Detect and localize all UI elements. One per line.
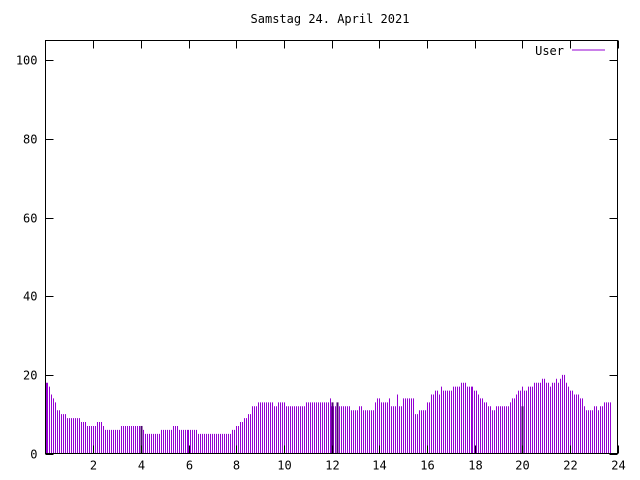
x-tick-label: 22	[563, 459, 577, 473]
y-tick-label: 80	[23, 133, 37, 147]
y-tick-label: 0	[30, 448, 37, 462]
y-tick-label: 20	[23, 369, 37, 383]
x-tick-label: 10	[277, 459, 291, 473]
x-tick-label: 24	[611, 459, 625, 473]
plot-frame	[45, 40, 618, 454]
y-axis: 0 20 40 60 80 100	[16, 54, 618, 462]
x-tick-label: 4	[138, 459, 145, 473]
x-tick-label: 8	[233, 459, 240, 473]
x-tick-label: 14	[372, 459, 386, 473]
y-tick-label: 40	[23, 290, 37, 304]
x-tick-label: 18	[468, 459, 482, 473]
legend: User	[535, 44, 605, 58]
legend-label-user: User	[535, 44, 564, 58]
x-tick-label: 20	[515, 459, 529, 473]
x-axis: 2 4 6 8 10 12 14 16 18 20 22 24	[90, 40, 626, 473]
y-tick-label: 100	[16, 54, 38, 68]
x-tick-label: 2	[90, 459, 97, 473]
chart-title: Samstag 24. April 2021	[251, 12, 410, 26]
x-tick-label: 16	[420, 459, 434, 473]
x-tick-label: 6	[186, 459, 193, 473]
series-user	[46, 374, 611, 454]
x-tick-label: 12	[325, 459, 339, 473]
y-tick-label: 60	[23, 212, 37, 226]
